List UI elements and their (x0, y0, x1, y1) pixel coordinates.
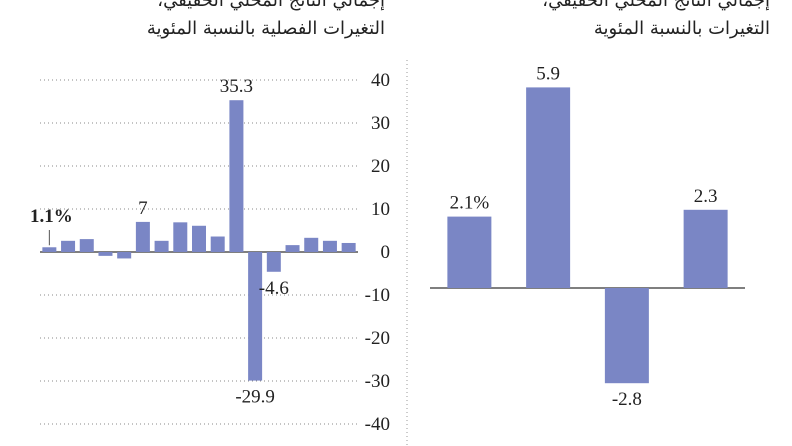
bar (229, 100, 244, 253)
bar (322, 240, 337, 252)
bar (248, 252, 263, 381)
y-tick-label: -10 (365, 285, 390, 306)
data-label: 5.9 (536, 63, 560, 84)
bar (285, 245, 300, 252)
data-label: 1.1% (30, 206, 73, 227)
data-label: 7 (138, 198, 148, 219)
bar (683, 209, 728, 288)
bar (210, 236, 225, 252)
bar (98, 252, 113, 256)
chart-title: إجمالي الناتج المحلي الحقيقي، (157, 0, 385, 11)
y-tick-label: -40 (365, 414, 390, 435)
bar (61, 240, 76, 252)
data-label: 2.1% (450, 193, 490, 214)
bar (42, 247, 57, 252)
bar (447, 216, 492, 288)
bar (173, 222, 188, 252)
y-tick-label: 20 (371, 156, 390, 177)
data-label: -2.8 (612, 389, 642, 410)
y-tick-label: 30 (371, 113, 390, 134)
bar (341, 242, 356, 252)
bar (117, 252, 132, 259)
bar (304, 237, 319, 252)
chart-subtitle: التغيرات الفصلية بالنسبة المئوية (147, 18, 385, 39)
data-label: -29.9 (235, 387, 275, 408)
bar (154, 240, 169, 252)
bar (266, 252, 281, 272)
bar (604, 288, 649, 384)
y-tick-label: 10 (371, 199, 390, 220)
chart-title: إجمالي الناتج المحلي الحقيقي، (542, 0, 770, 11)
data-label: -4.6 (259, 278, 289, 299)
bar (135, 221, 150, 252)
y-tick-label: -30 (365, 371, 390, 392)
data-label: 35.3 (220, 76, 253, 97)
bar (79, 239, 94, 252)
y-tick-label: 40 (371, 70, 390, 91)
data-label: 2.3 (694, 186, 718, 207)
chart-subtitle: التغيرات بالنسبة المئوية (594, 18, 770, 39)
bar (526, 87, 571, 289)
y-tick-label: -20 (365, 328, 390, 349)
y-tick-label: 0 (381, 242, 391, 263)
bar (192, 225, 206, 252)
